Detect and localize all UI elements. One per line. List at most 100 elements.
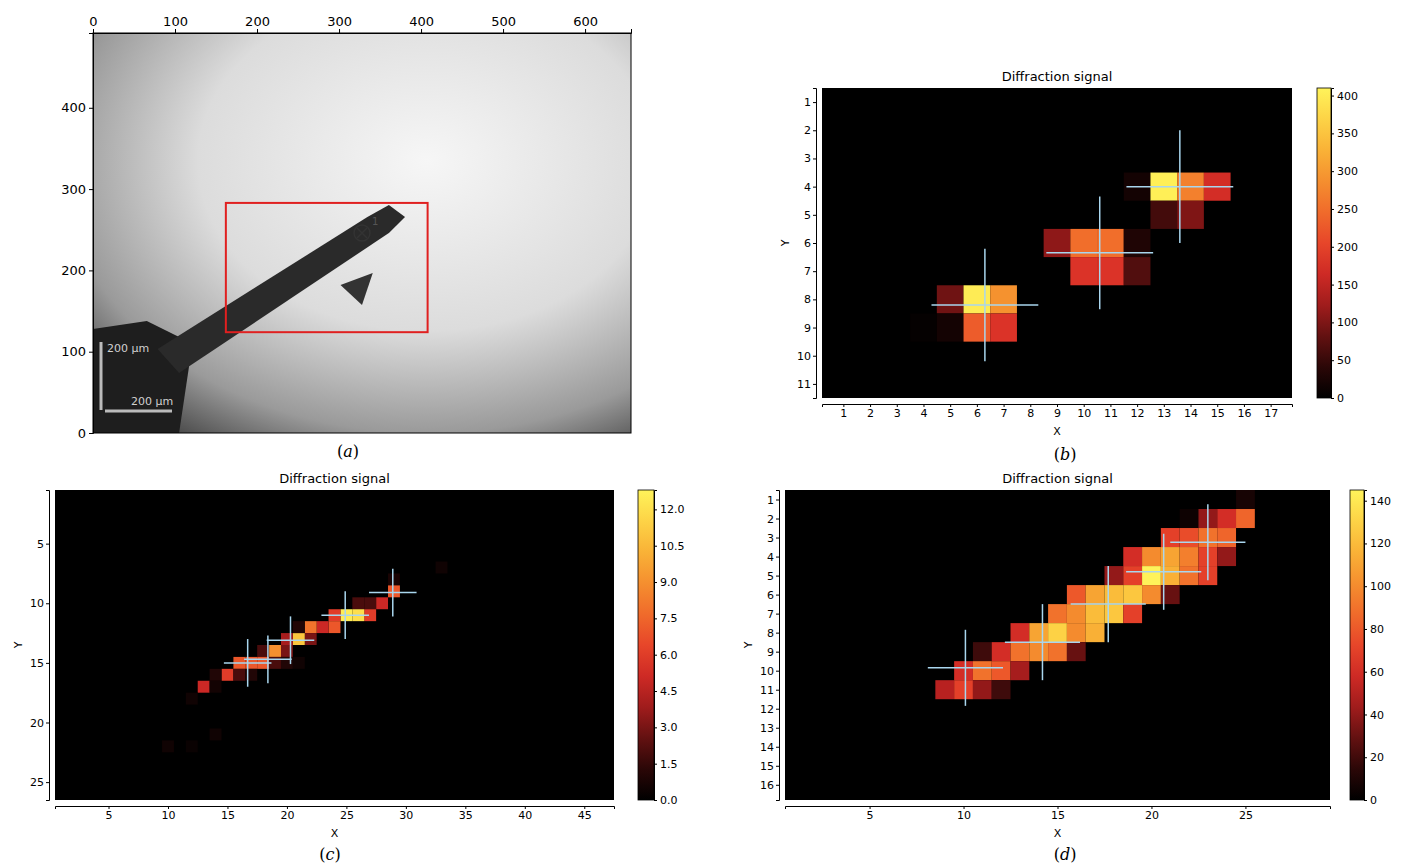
figure: 1200 µm200 µm010020030040050060001002003… <box>0 0 1402 867</box>
center-cross-v <box>1179 130 1181 243</box>
tick: 400 <box>1331 90 1358 103</box>
tick-label: 200 <box>61 263 86 278</box>
tick-mark <box>257 29 258 33</box>
cell <box>1086 623 1105 642</box>
cell <box>1097 257 1124 285</box>
cell <box>233 669 245 681</box>
center-cross <box>224 639 272 687</box>
panel-label: (b) <box>1054 445 1077 464</box>
tick-label: 0 <box>1370 794 1377 807</box>
tick: 17 <box>1264 404 1278 420</box>
cell <box>1104 566 1123 585</box>
tick-label: 4 <box>767 551 774 564</box>
cell <box>305 633 317 645</box>
cell <box>1086 604 1105 623</box>
cell <box>990 285 1017 313</box>
chart-title: Diffraction signal <box>279 471 390 486</box>
tick-mark <box>1331 360 1334 361</box>
tick-mark <box>175 29 176 33</box>
cell <box>364 597 376 609</box>
cell <box>1217 547 1236 566</box>
tick-label: 7 <box>1001 407 1008 420</box>
tick: 8 <box>767 627 779 640</box>
axis-line <box>776 491 780 801</box>
tick-label: 1.5 <box>660 758 678 771</box>
tick: 9.0 <box>654 576 678 589</box>
cell <box>352 597 364 609</box>
tick-mark <box>46 603 49 604</box>
tick: 3.0 <box>654 721 678 734</box>
cell <box>1180 566 1199 585</box>
tick-label: 250 <box>1337 203 1358 216</box>
cell <box>329 621 341 633</box>
tick-label: 40 <box>518 809 532 822</box>
tick-label: 12 <box>1131 407 1145 420</box>
tick-mark <box>1331 133 1334 134</box>
tick: 25 <box>1239 806 1253 822</box>
tick: 0 <box>1331 392 1344 405</box>
tick: 100 <box>1364 580 1391 593</box>
tick: 20 <box>30 717 49 730</box>
tick-mark <box>1364 672 1367 673</box>
center-cross <box>369 569 417 617</box>
panel: 1200 µm200 µm010020030040050060001002003… <box>61 14 631 441</box>
tick: 4 <box>804 181 816 194</box>
cell <box>910 313 937 341</box>
center-cross-v <box>984 249 986 362</box>
tick-mark <box>813 384 816 385</box>
tick-label: 600 <box>573 14 598 29</box>
tick-label: 5 <box>767 570 774 583</box>
tick: 8 <box>1027 404 1034 420</box>
tick: 6 <box>804 237 816 250</box>
tick-label: 100 <box>1337 316 1358 329</box>
tick: 11 <box>797 378 816 391</box>
colorbar-ramp <box>1350 490 1364 800</box>
tick: 20 <box>280 806 294 822</box>
colorbar-axis: 050100150200250300350400 <box>1331 89 1358 406</box>
tick: 1 <box>840 404 847 420</box>
photo-fiber <box>158 205 405 373</box>
center-cross-v <box>1163 534 1165 610</box>
tick: 50 <box>1331 354 1351 367</box>
tick-mark <box>46 544 49 545</box>
center-cross-v <box>290 616 292 664</box>
cell <box>1048 623 1067 642</box>
tick: 5 <box>767 570 779 583</box>
scale-bar <box>100 342 103 410</box>
tick-label: 7 <box>767 608 774 621</box>
tick: 9 <box>1054 404 1061 420</box>
tick: 120 <box>1364 537 1391 550</box>
tick: 500 <box>491 14 516 33</box>
tick: 7 <box>767 608 779 621</box>
tick-label: 12 <box>760 703 774 716</box>
tick-mark <box>813 215 816 216</box>
tick-mark <box>813 158 816 159</box>
tick: 45 <box>578 806 592 822</box>
tick-label: 15 <box>30 657 44 670</box>
center-cross <box>1005 604 1080 680</box>
tick-label: 5 <box>37 538 44 551</box>
tick: 300 <box>61 182 93 197</box>
tick: 15 <box>1051 806 1065 822</box>
tick-label: 5 <box>867 809 874 822</box>
tick-mark <box>1331 247 1334 248</box>
plot-area <box>55 490 614 800</box>
cell <box>317 621 329 633</box>
center-cross <box>1046 197 1153 310</box>
tick-mark <box>813 243 816 244</box>
cell <box>992 642 1011 661</box>
tick: 0 <box>1364 794 1377 807</box>
cell <box>973 680 992 699</box>
tick-label: 2 <box>767 513 774 526</box>
tick-mark <box>89 270 93 271</box>
tick-label: 120 <box>1370 537 1391 550</box>
cell <box>937 285 964 313</box>
tick-label: 3 <box>767 532 774 545</box>
chart-title: Diffraction signal <box>1002 69 1113 84</box>
cell <box>1123 585 1142 604</box>
tick: 35 <box>459 806 473 822</box>
cell <box>1029 623 1048 642</box>
tick-label: 140 <box>1370 495 1391 508</box>
cell <box>210 728 222 740</box>
tick-label: 16 <box>1237 407 1251 420</box>
